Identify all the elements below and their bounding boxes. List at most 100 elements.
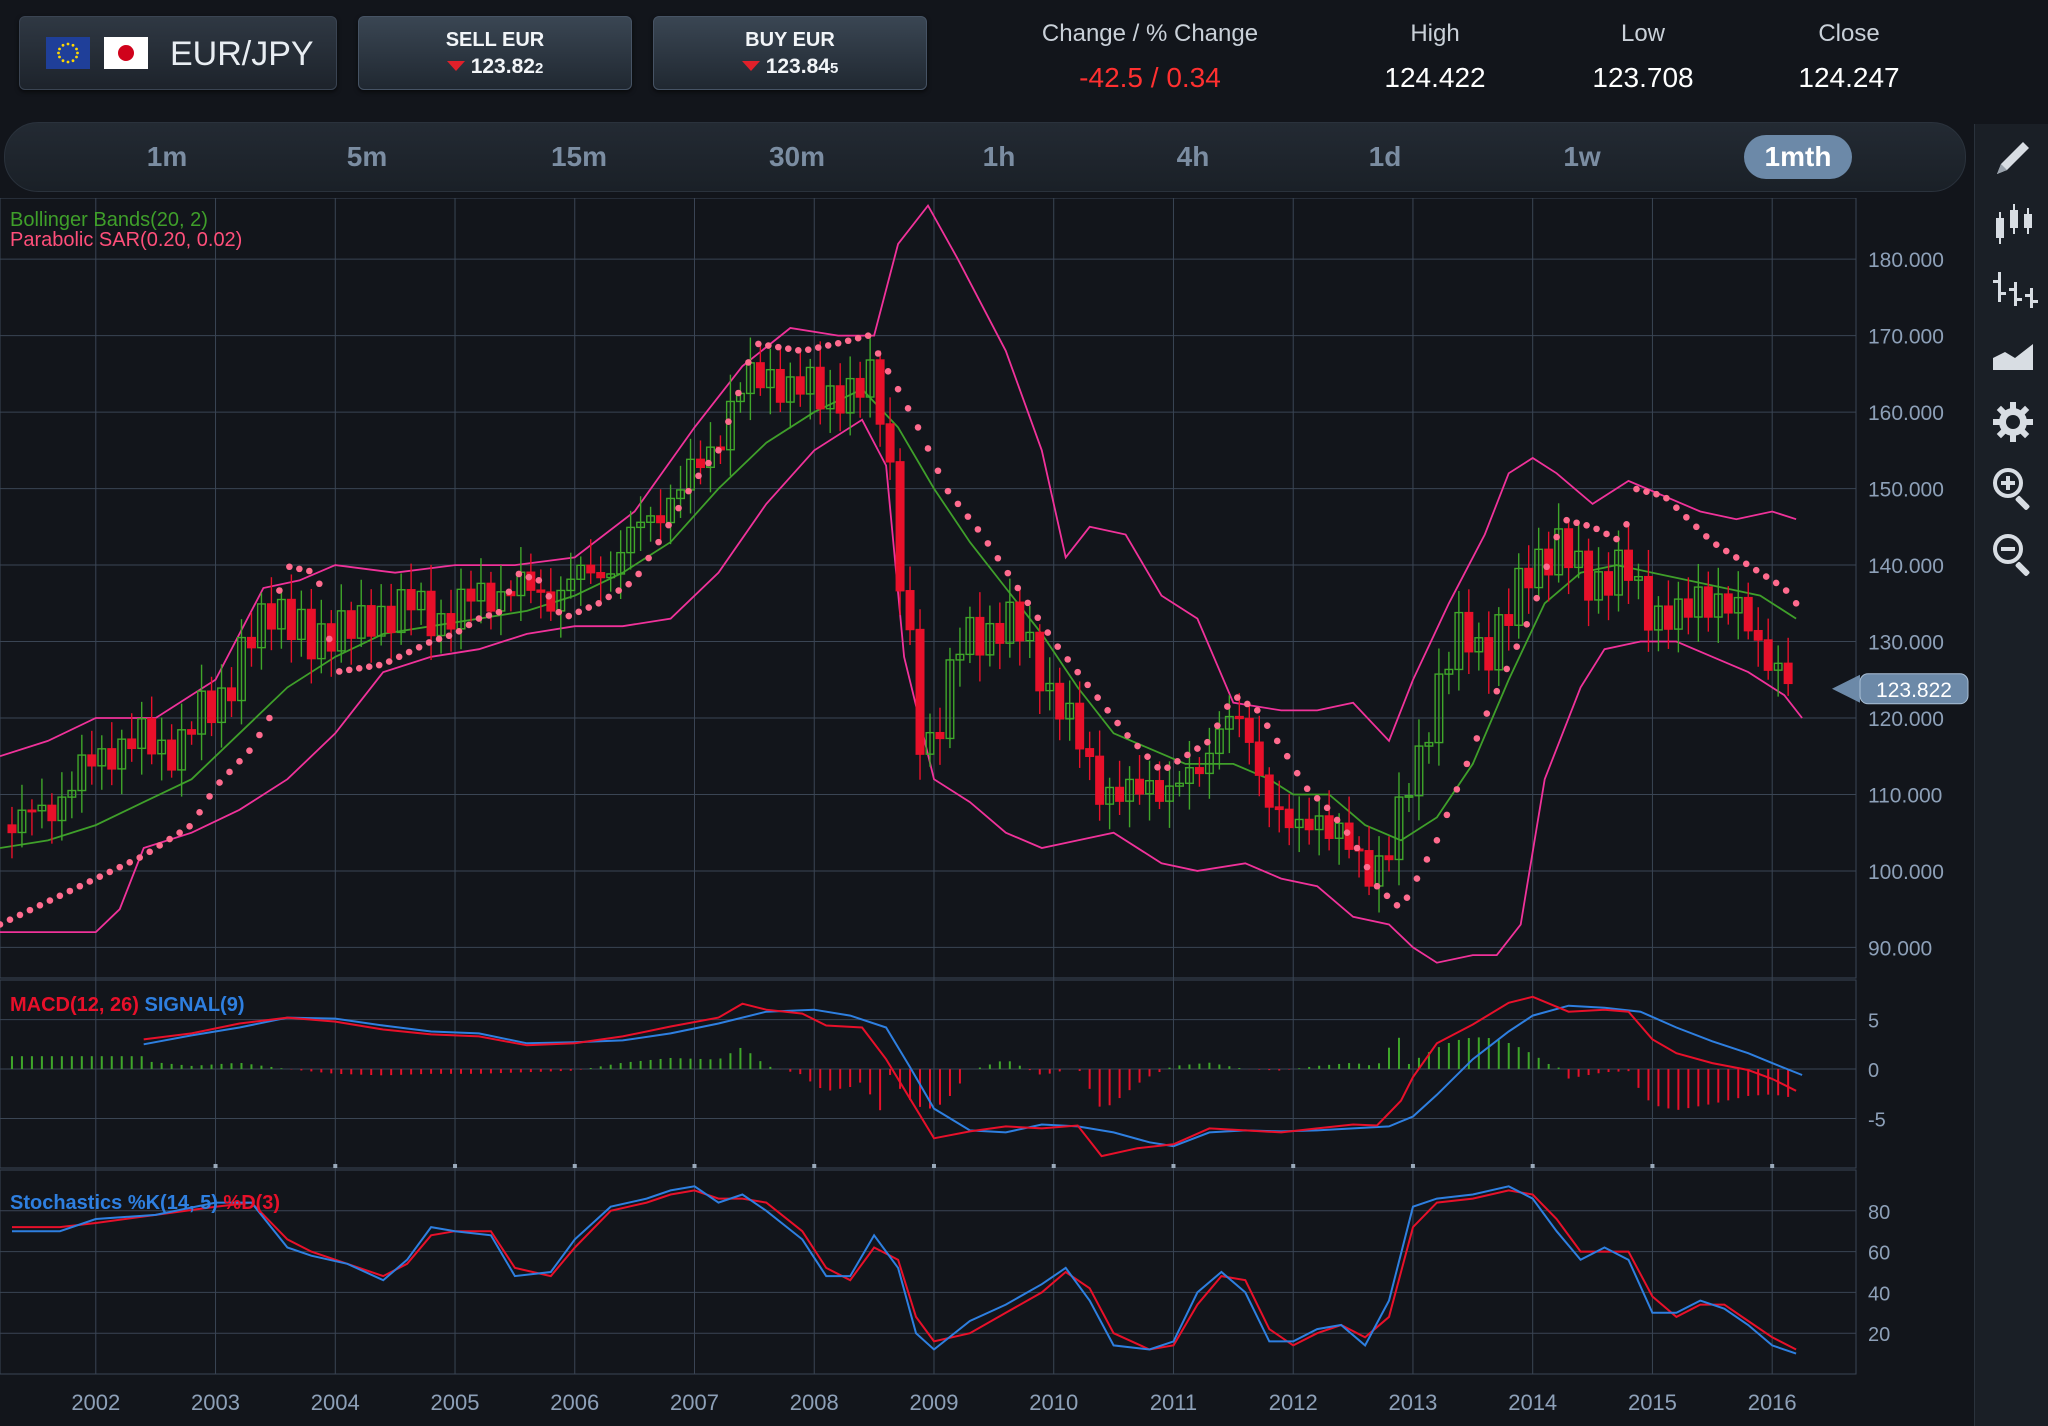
candle xyxy=(1324,790,1334,851)
candle-body xyxy=(1125,778,1135,802)
sar-dot xyxy=(1613,535,1620,543)
sar-dot xyxy=(725,418,732,425)
candle xyxy=(775,345,785,413)
candle-body xyxy=(1045,682,1055,692)
candle-body xyxy=(875,359,885,425)
bar-chart-icon[interactable] xyxy=(1985,262,2041,318)
candle-body xyxy=(77,754,87,792)
candle-body xyxy=(586,564,596,574)
sar-dot xyxy=(186,823,193,830)
candle xyxy=(905,566,915,646)
candle xyxy=(77,734,87,813)
candle xyxy=(1663,580,1673,649)
candle xyxy=(945,647,955,749)
candle-body xyxy=(1514,567,1524,626)
candle-body xyxy=(316,623,326,660)
zoom-in-icon[interactable] xyxy=(1985,460,2041,516)
sar-dot xyxy=(934,467,942,475)
low-value: 123.708 xyxy=(1592,62,1694,93)
timeframe-1m[interactable]: 1m xyxy=(146,141,188,172)
candle xyxy=(1693,563,1703,642)
timeframe-5m[interactable]: 5m xyxy=(346,141,388,172)
timeframe-1d[interactable]: 1d xyxy=(1368,141,1402,172)
sar-dot xyxy=(1653,490,1660,498)
timeframe-15m[interactable]: 15m xyxy=(550,141,608,172)
candle xyxy=(386,583,396,659)
y-tick-label: 80 xyxy=(1868,1202,1890,1224)
sar-dot xyxy=(106,868,114,876)
candle xyxy=(1604,552,1614,621)
buy-price: 123.845 xyxy=(654,55,926,79)
sar-dot xyxy=(1782,587,1790,594)
sar-dot xyxy=(655,538,662,546)
sell-label: SELL EUR xyxy=(445,29,545,51)
candle xyxy=(57,772,67,841)
sar-dot xyxy=(735,389,742,397)
sar-dot xyxy=(176,829,183,837)
candle-body xyxy=(197,690,207,735)
sar-dot xyxy=(954,500,962,508)
gear-icon[interactable] xyxy=(1985,394,2041,450)
y-tick-label: 90.000 xyxy=(1868,937,1932,960)
candle-body xyxy=(925,731,935,755)
pencil-icon[interactable] xyxy=(1985,130,2041,186)
candle xyxy=(965,606,975,664)
candle xyxy=(1753,607,1763,667)
sar-dot xyxy=(1104,707,1111,714)
candle xyxy=(137,701,147,775)
candle xyxy=(1294,796,1304,853)
legend-stoch-k: Stochastics %K(14, 5) xyxy=(10,1192,218,1214)
candle-body xyxy=(1404,794,1414,798)
area-chart-icon[interactable] xyxy=(1985,328,2041,384)
zoom-out-icon[interactable] xyxy=(1985,526,2041,582)
candle-body xyxy=(815,366,825,410)
sar-dot xyxy=(824,342,832,349)
down-arrow-icon xyxy=(446,61,465,71)
candle xyxy=(276,587,286,649)
candle xyxy=(785,362,795,429)
candle-body xyxy=(1554,528,1564,576)
candle-body xyxy=(935,731,945,740)
sar-dot xyxy=(864,332,872,339)
sar-dot xyxy=(26,906,34,914)
candle xyxy=(1135,755,1145,805)
sar-dot xyxy=(794,347,802,354)
x-tick-label: 2009 xyxy=(910,1390,959,1415)
timeframe-4h[interactable]: 4h xyxy=(1176,141,1210,172)
timeframe-1mth[interactable]: 1mth xyxy=(1744,135,1852,179)
chart-canvas[interactable]: 2002 2003 2004 2005 2006 2007 2008 2009 2010 2011… xyxy=(0,198,1972,1426)
sar-dot xyxy=(345,666,353,674)
sar-dot xyxy=(1573,519,1580,527)
candle xyxy=(236,619,246,725)
stoch-k-line xyxy=(12,1185,1797,1355)
candle-body xyxy=(1504,614,1514,626)
sar-dot xyxy=(415,643,423,651)
candle xyxy=(37,778,47,829)
sar-dot xyxy=(425,639,433,646)
candle-body xyxy=(805,366,815,395)
x-tick-label: 2015 xyxy=(1628,1390,1677,1415)
sar-dot xyxy=(1453,786,1461,793)
candle-body xyxy=(1783,662,1793,685)
x-tick-label: 2006 xyxy=(550,1390,599,1415)
candle-body xyxy=(1534,548,1544,589)
sar-dot xyxy=(6,916,14,923)
sar-dot xyxy=(286,563,293,571)
sar-dot xyxy=(585,604,593,611)
change-stat: Change / % Change -42.5 / 0.34 xyxy=(1010,20,1290,94)
sar-dot xyxy=(1293,769,1301,777)
candlestick-icon[interactable] xyxy=(1985,196,2041,252)
sell-button[interactable]: SELL EUR 123.822 xyxy=(358,16,632,90)
currency-pair-selector[interactable]: EUR/JPY xyxy=(19,16,337,90)
candle xyxy=(1494,607,1504,687)
buy-button[interactable]: BUY EUR 123.845 xyxy=(653,16,927,90)
bollinger-upper-line xyxy=(0,203,1797,758)
sar-dot xyxy=(66,887,74,895)
chart-area[interactable]: 2002 2003 2004 2005 2006 2007 2008 2009 2010 2011… xyxy=(0,198,1972,1426)
timeframe-1w[interactable]: 1w xyxy=(1563,141,1601,172)
candle xyxy=(147,696,157,765)
timeframe-1h[interactable]: 1h xyxy=(982,141,1016,172)
timeframe-30m[interactable]: 30m xyxy=(768,141,826,172)
y-tick-label: 130.000 xyxy=(1868,632,1944,655)
candle-body xyxy=(1424,741,1434,747)
